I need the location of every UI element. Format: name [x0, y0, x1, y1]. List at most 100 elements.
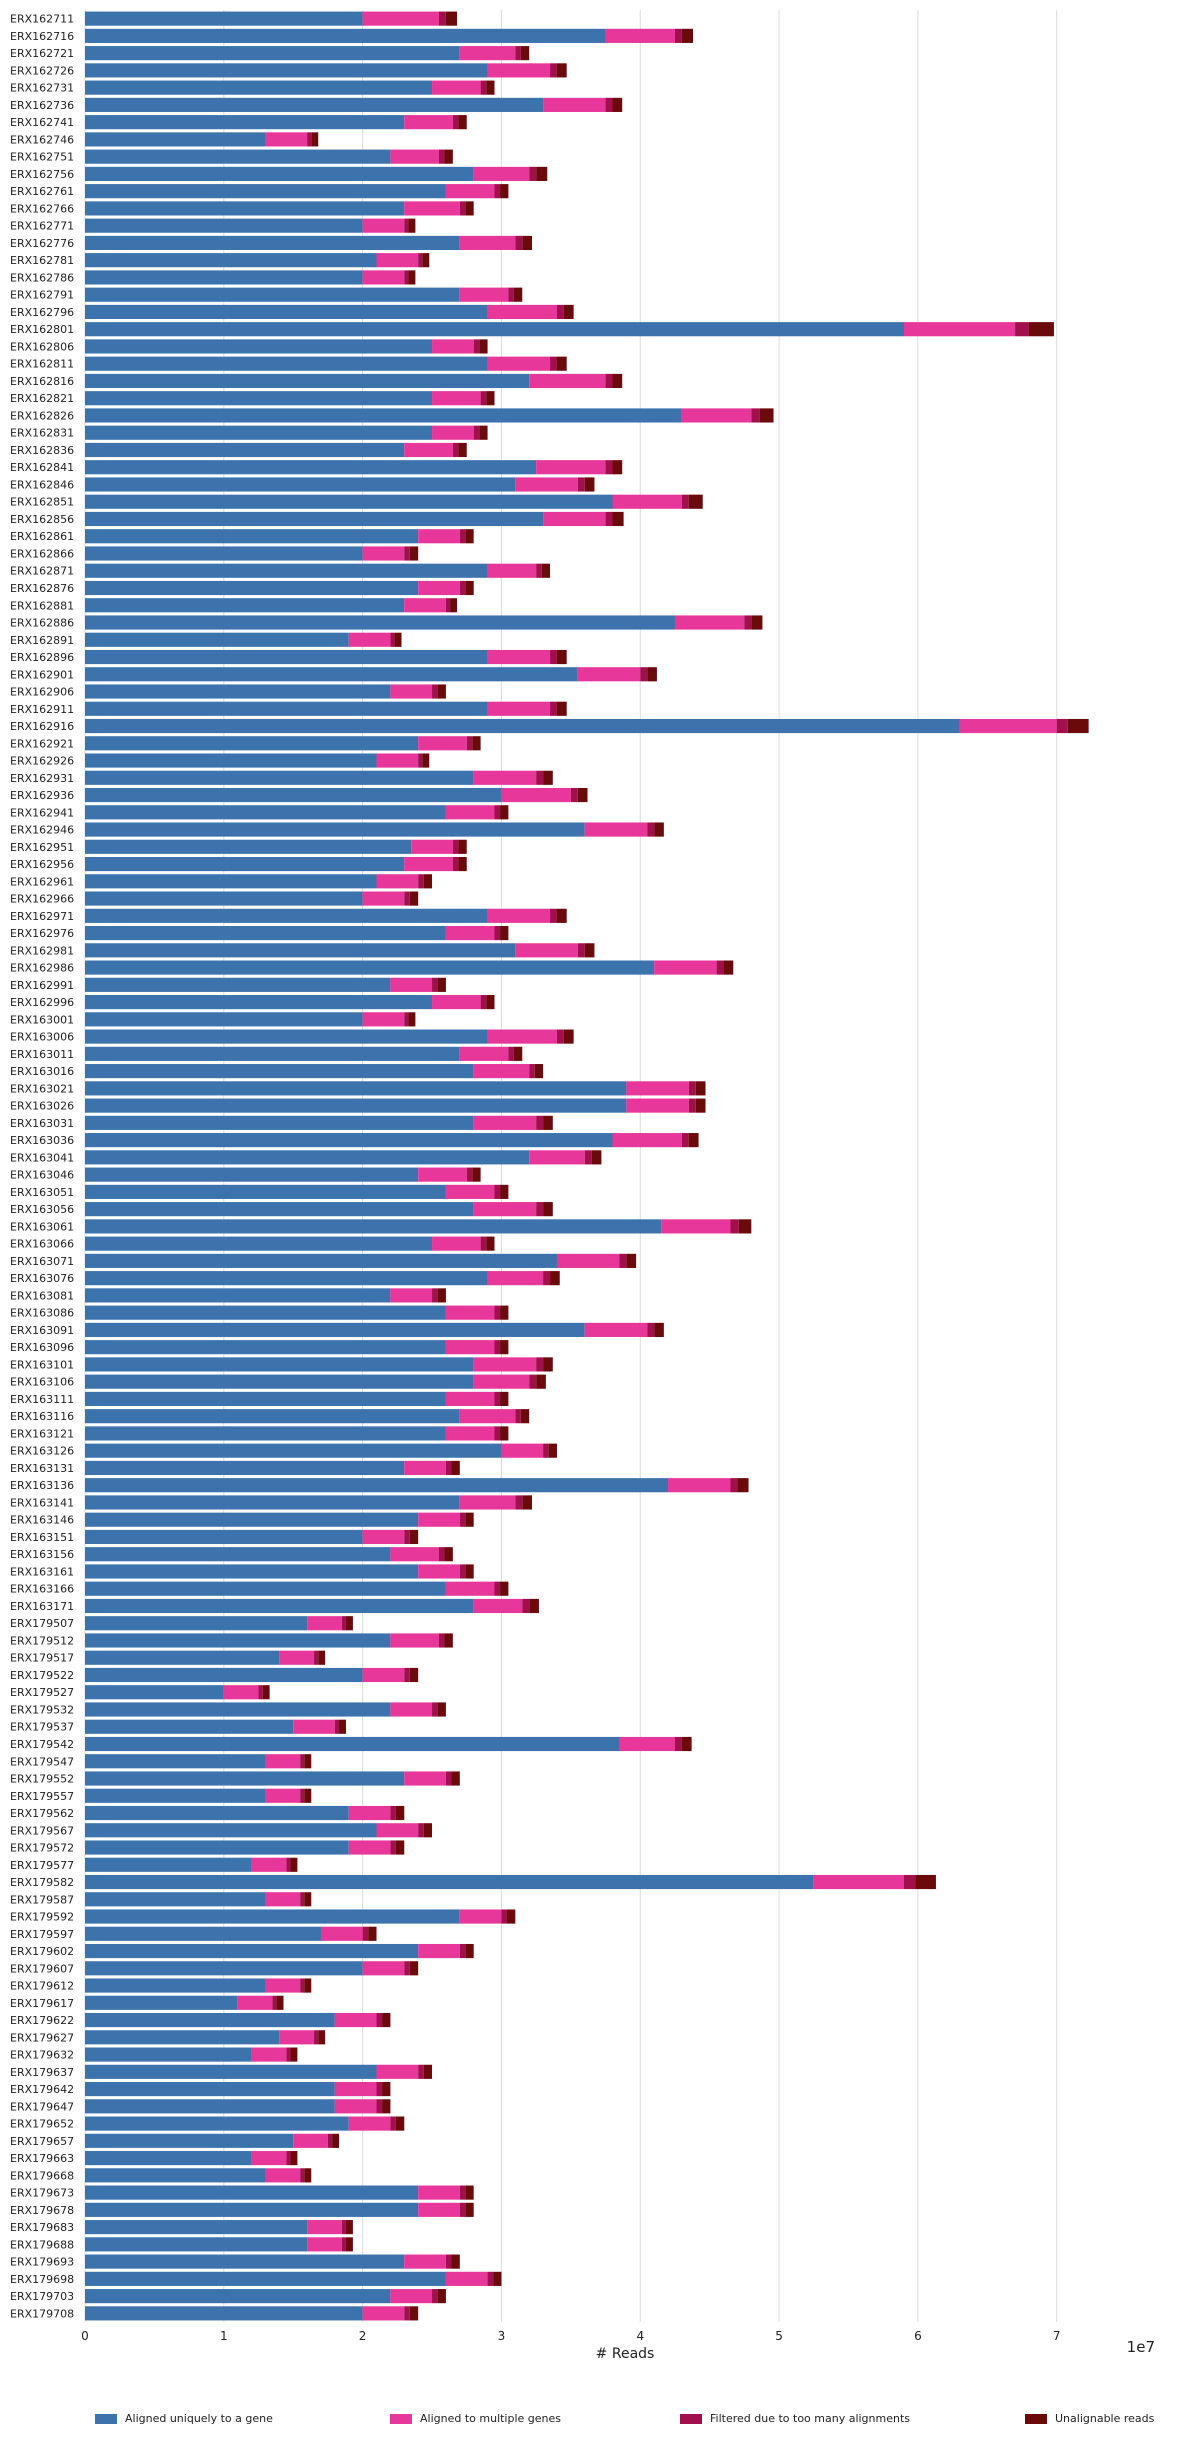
bar-segment-ERX179527-s0: [85, 1685, 224, 1700]
bar-segment-ERX179668-s1: [265, 2168, 301, 2183]
bar-segment-ERX179703-s2: [432, 2289, 438, 2304]
bar-segment-ERX162921-s2: [466, 736, 473, 751]
y-tick-label: ERX162931: [10, 772, 74, 785]
bar-segment-ERX179693-s0: [85, 2254, 405, 2269]
bar-segment-ERX162991-s0: [85, 977, 391, 992]
bar-segment-ERX179552-s2: [445, 1771, 452, 1786]
bar-segment-ERX179698-s0: [85, 2271, 446, 2286]
bar-segment-ERX163106-s2: [529, 1374, 537, 1389]
bar-segment-ERX179683-s0: [85, 2220, 308, 2235]
y-tick-label: ERX179703: [10, 2290, 74, 2303]
y-tick-label: ERX163046: [10, 1169, 74, 1182]
bar-segment-ERX179527-s3: [262, 1685, 270, 1700]
y-tick-label: ERX179542: [10, 1738, 74, 1751]
bar-segment-ERX162821-s0: [85, 391, 433, 406]
y-tick-label: ERX179597: [10, 1928, 74, 1941]
bar-segment-ERX162796-s1: [487, 304, 557, 320]
bar-segment-ERX163171-s0: [85, 1598, 474, 1614]
bar-segment-ERX163121-s0: [85, 1426, 446, 1441]
bar-segment-ERX162776-s3: [522, 235, 532, 250]
bar-segment-ERX162931-s1: [473, 770, 537, 785]
y-tick-label: ERX163171: [10, 1600, 74, 1613]
x-tick-label: 2: [359, 2329, 367, 2343]
y-tick-label: ERX162946: [10, 824, 74, 837]
bar-segment-ERX162736-s2: [605, 97, 613, 112]
x-tick-label: 4: [636, 2329, 644, 2343]
bar-segment-ERX179597-s2: [362, 1926, 369, 1941]
bar-segment-ERX162986-s2: [716, 960, 724, 975]
bar-segment-ERX163146-s1: [418, 1512, 460, 1527]
bar-segment-ERX162811-s1: [487, 356, 551, 371]
bar-segment-ERX163031-s2: [536, 1115, 544, 1130]
bar-segment-ERX162961-s3: [423, 874, 433, 889]
bar-segment-ERX163171-s3: [529, 1598, 539, 1614]
bar-segment-ERX162976-s3: [500, 926, 509, 941]
bar-segment-ERX162991-s1: [390, 977, 433, 992]
bar-segment-ERX162791-s1: [459, 287, 509, 302]
bar-segment-ERX162816-s3: [612, 373, 623, 389]
bar-segment-ERX163101-s0: [85, 1357, 474, 1372]
bar-segment-ERX162906-s3: [437, 684, 446, 699]
bar-segment-ERX163136-s0: [85, 1478, 669, 1493]
bar-segment-ERX162871-s1: [487, 563, 537, 578]
y-tick-label: ERX162886: [10, 617, 74, 630]
bar-segment-ERX163041-s2: [584, 1150, 592, 1165]
bar-segment-ERX163041-s3: [591, 1150, 602, 1165]
bar-segment-ERX179592-s1: [459, 1909, 502, 1924]
bar-segment-ERX163156-s2: [438, 1547, 445, 1562]
bar-segment-ERX179587-s0: [85, 1892, 266, 1907]
bar-segment-ERX162866-s0: [85, 546, 363, 561]
bar-segment-ERX163061-s2: [730, 1219, 739, 1234]
bar-segment-ERX179632-s1: [251, 2047, 287, 2062]
bar-segment-ERX162941-s2: [494, 805, 501, 820]
bar-segment-ERX162951-s2: [452, 839, 459, 854]
bar-segment-ERX162841-s1: [536, 460, 606, 475]
bar-segment-ERX162746-s1: [265, 132, 308, 147]
bar-segment-ERX162831-s0: [85, 425, 433, 440]
bar-segment-ERX163171-s2: [522, 1598, 530, 1614]
bar-segment-ERX162891-s0: [85, 632, 349, 647]
bar-segment-ERX179602-s3: [465, 1943, 474, 1959]
bar-segment-ERX179567-s2: [418, 1823, 424, 1838]
y-tick-label: ERX163151: [10, 1531, 74, 1544]
y-tick-label: ERX163036: [10, 1134, 74, 1147]
bar-segment-ERX162966-s0: [85, 891, 363, 906]
bar-segment-ERX162916-s2: [1056, 718, 1068, 734]
bar-segment-ERX163031-s0: [85, 1115, 474, 1130]
bar-segment-ERX163111-s2: [494, 1391, 501, 1406]
y-tick-label: ERX179587: [10, 1893, 74, 1906]
bar-segment-ERX162751-s1: [390, 149, 439, 164]
bar-segment-ERX162766-s1: [404, 201, 460, 216]
bar-segment-ERX162941-s0: [85, 805, 446, 820]
bar-segment-ERX179657-s2: [327, 2133, 333, 2148]
bar-segment-ERX163066-s0: [85, 1236, 433, 1251]
bar-segment-ERX162831-s3: [479, 425, 488, 440]
bar-segment-ERX163111-s3: [500, 1391, 509, 1406]
y-tick-label: ERX162876: [10, 582, 74, 595]
bar-segment-ERX179683-s1: [307, 2220, 342, 2235]
bar-segment-ERX163091-s0: [85, 1322, 585, 1337]
x-tick-label: 7: [1053, 2329, 1061, 2343]
bar-segment-ERX162821-s3: [486, 391, 495, 406]
bar-segment-ERX179557-s2: [300, 1788, 305, 1803]
bar-segment-ERX163056-s1: [473, 1202, 537, 1217]
y-tick-label: ERX162786: [10, 271, 74, 284]
bar-segment-ERX162946-s1: [584, 822, 648, 837]
legend: Aligned uniquely to a gene Aligned to mu…: [0, 2412, 1179, 2436]
bar-segment-ERX179552-s0: [85, 1771, 405, 1786]
bar-segment-ERX162856-s0: [85, 511, 544, 527]
bar-segment-ERX163001-s0: [85, 1012, 363, 1027]
bar-segment-ERX162806-s2: [473, 339, 480, 354]
bar-segment-ERX163131-s3: [451, 1460, 460, 1476]
bar-segment-ERX162861-s2: [459, 529, 466, 544]
y-tick-label: ERX162941: [10, 806, 74, 819]
bar-segment-ERX179652-s2: [390, 2116, 396, 2131]
bar-segment-ERX162986-s3: [723, 960, 734, 975]
bar-segment-ERX163001-s3: [408, 1012, 416, 1027]
bar-segment-ERX163016-s3: [534, 1064, 544, 1079]
bar-segment-ERX163071-s2: [619, 1253, 627, 1268]
bar-segment-ERX179602-s1: [418, 1943, 460, 1959]
y-tick-label: ERX179572: [10, 1842, 74, 1855]
bar-segment-ERX163016-s1: [473, 1064, 530, 1079]
